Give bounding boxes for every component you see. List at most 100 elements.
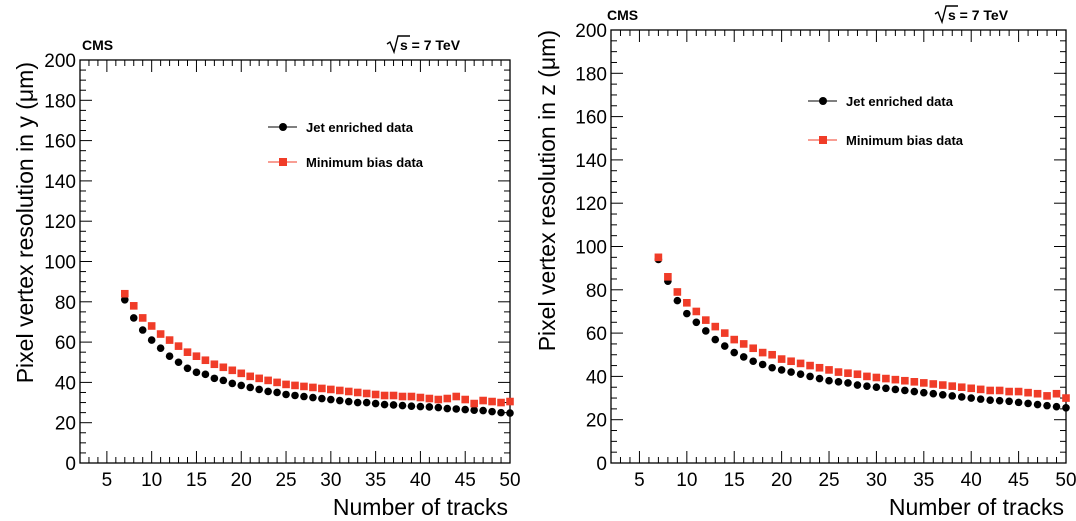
data-point-square	[282, 380, 290, 389]
data-point-square	[730, 335, 739, 344]
legend-marker-circle	[819, 97, 827, 105]
data-point-circle	[255, 385, 263, 394]
data-point-square	[452, 392, 461, 401]
experiment-label: CMS	[82, 37, 113, 53]
data-point-circle	[282, 390, 290, 399]
data-point-circle	[183, 364, 192, 373]
data-point-square	[891, 375, 900, 384]
data-point-square	[174, 342, 183, 350]
data-point-circle	[853, 381, 862, 389]
x-tick-label: 10	[676, 470, 697, 491]
data-point-circle	[246, 383, 255, 392]
x-tick-label: 30	[320, 470, 341, 491]
data-point-square	[300, 382, 308, 391]
legend-marker-square	[819, 136, 827, 144]
plot-frame	[79, 59, 511, 464]
axis-ticks	[79, 59, 511, 464]
data-point-square	[461, 395, 470, 404]
data-point-circle	[147, 336, 156, 344]
data-point-circle	[901, 386, 909, 395]
data-point-square	[470, 399, 478, 408]
data-point-circle	[787, 368, 795, 376]
data-points	[654, 253, 1070, 412]
data-point-square	[497, 398, 505, 407]
data-point-square	[371, 390, 380, 399]
data-point-square	[664, 273, 672, 281]
data-point-square	[957, 383, 966, 392]
data-point-circle	[165, 352, 174, 361]
legend-label: Minimum bias data	[846, 133, 964, 148]
data-point-circle	[344, 397, 353, 406]
data-point-square	[192, 352, 201, 361]
data-point-circle	[488, 407, 496, 416]
data-point-circle	[335, 396, 344, 405]
data-point-circle	[891, 385, 900, 394]
data-point-square	[1024, 388, 1032, 397]
x-tick-label: 45	[1008, 470, 1029, 491]
x-tick-labels: 5 10 15 20 25 30 35 40 45 50	[102, 470, 521, 491]
data-point-square	[362, 389, 371, 398]
data-point-circle	[497, 408, 505, 417]
data-point-square	[443, 394, 452, 403]
data-point-circle	[174, 358, 183, 367]
y-tick-label: 200	[44, 51, 76, 72]
data-point-square	[720, 329, 729, 337]
data-point-square	[882, 374, 890, 383]
data-point-square	[219, 363, 228, 372]
data-point-square	[777, 355, 786, 363]
data-point-circle	[129, 314, 138, 322]
data-point-square	[156, 330, 165, 338]
data-point-square	[228, 366, 237, 375]
data-point-square	[986, 386, 994, 395]
data-point-circle	[683, 309, 691, 318]
data-point-square	[309, 383, 317, 392]
data-point-circle	[416, 402, 425, 411]
data-point-circle	[986, 396, 994, 405]
y-tick-label: 60	[55, 333, 76, 354]
data-point-circle	[1033, 400, 1042, 409]
data-point-circle	[948, 392, 957, 400]
data-point-circle	[309, 393, 317, 402]
data-point-circle	[1062, 403, 1070, 412]
data-point-circle	[834, 378, 843, 386]
data-point-circle	[701, 327, 710, 335]
data-point-circle	[479, 406, 487, 415]
x-tick-label: 5	[102, 470, 113, 491]
data-point-square	[683, 298, 691, 307]
energy-label-text: s = 7 TeV	[948, 7, 1009, 23]
data-point-square	[398, 392, 407, 401]
data-point-circle	[237, 381, 246, 390]
legend-label: Jet enriched data	[306, 120, 414, 135]
y-axis-title: Pixel vertex resolution in y (μm)	[12, 62, 38, 383]
y-tick-label: 40	[55, 373, 76, 394]
data-point-circle	[264, 387, 272, 396]
legend-item-jet-enriched: Jet enriched data	[808, 94, 954, 109]
data-point-square	[353, 388, 362, 397]
data-point-circle	[201, 370, 210, 379]
data-point-circle	[273, 388, 281, 397]
data-point-square	[673, 288, 682, 296]
data-point-square	[863, 372, 871, 381]
y-tick-label: 120	[575, 194, 607, 215]
data-point-circle	[300, 392, 308, 401]
data-point-square	[1014, 387, 1023, 396]
y-tick-label: 100	[575, 238, 607, 259]
data-point-square	[389, 391, 398, 400]
data-point-square	[210, 360, 219, 369]
y-tick-label: 140	[44, 172, 76, 193]
legend-item-minimum-bias: Minimum bias data	[268, 155, 424, 170]
data-point-square	[929, 380, 938, 388]
data-point-circle	[1043, 401, 1051, 410]
data-point-square	[1033, 389, 1042, 398]
data-point-circle	[844, 379, 852, 387]
data-point-circle	[138, 326, 147, 334]
data-point-circle	[398, 401, 407, 410]
legend: Jet enriched data Minimum bias data	[808, 94, 964, 148]
data-point-circle	[730, 348, 739, 357]
data-point-circle	[461, 405, 470, 414]
data-point-circle	[796, 370, 805, 379]
data-point-square	[318, 384, 326, 393]
x-tick-label: 40	[410, 470, 431, 491]
data-point-square	[488, 397, 496, 406]
